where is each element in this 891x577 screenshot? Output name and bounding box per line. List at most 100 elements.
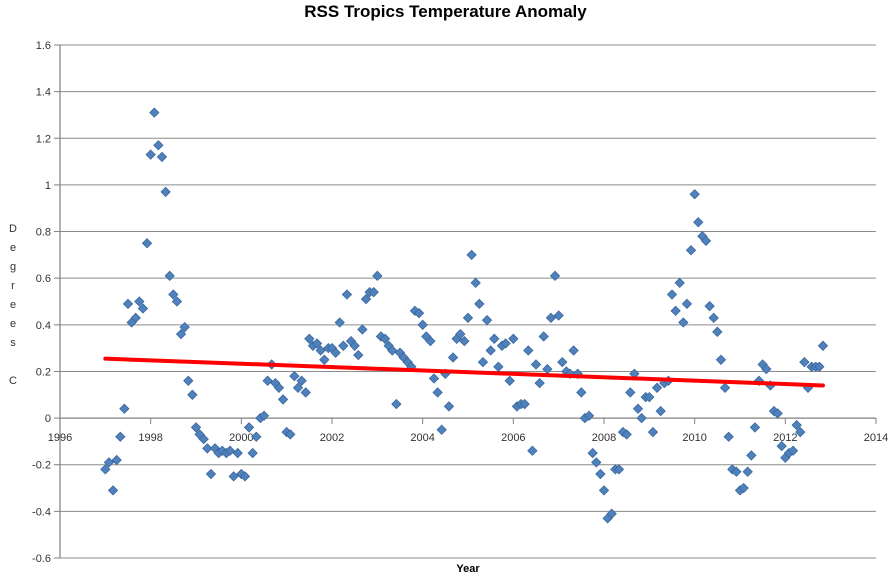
data-point [417,319,428,330]
data-point [119,403,130,414]
axes [59,45,876,558]
data-point [666,289,678,300]
data-point [527,445,538,456]
data-point [568,345,579,356]
data-point [689,189,700,200]
x-tick-label: 2000 [229,432,253,444]
trend-line [103,356,825,388]
y-axis-title-letter: s [10,337,16,349]
y-axis-title-letter: C [9,375,17,387]
data-point [538,331,549,342]
data-point [685,245,697,256]
data-point [466,249,477,261]
data-point [183,375,194,386]
data-point [103,457,115,468]
data-point [232,447,243,459]
data-point [428,373,440,384]
data-point [134,296,145,307]
data-point [799,356,810,368]
data-point [670,305,681,316]
data-point [179,321,190,333]
trend [103,356,825,388]
data-point [360,294,372,305]
data-point [153,140,164,151]
data-point [289,370,300,382]
data-point [493,361,504,372]
data-point [795,426,806,438]
data-point [576,387,587,398]
data-point [534,377,545,389]
data-point [141,238,153,249]
data-point [145,149,156,160]
data-point [738,482,749,494]
data-point [190,422,202,433]
data-point [477,356,489,368]
data-point [160,186,171,198]
data-point [647,426,659,438]
data-point [251,431,262,442]
data-point [613,464,625,475]
y-tick-label: 0.6 [36,273,51,285]
data-point [583,410,595,421]
data-point [304,333,315,344]
data-point [122,298,134,309]
data-point [719,382,731,393]
data-point [149,107,160,118]
data-point [330,347,341,358]
x-tick-label: 2006 [501,432,525,444]
tick-marks [54,44,877,559]
data-point [156,151,168,163]
data-point [459,335,470,347]
y-axis-title-letter: r [11,280,15,292]
data-point [606,508,617,519]
tick-labels: 1.6 1.4 1.2 1 0.8 0.6 0.4 0.2 0 -0.2 -0.4 -0.6 1996 1… [32,40,888,565]
y-axis-title-letter: g [10,261,16,273]
y-tick-label: 1.6 [36,40,51,52]
x-tick-label: 2002 [320,432,344,444]
data-point [164,270,175,282]
data-point [436,424,447,435]
data-point [107,485,119,496]
data-points [100,107,829,524]
data-point [519,398,530,410]
data-point [292,382,304,393]
x-tick-label: 1998 [138,432,162,444]
data-point [111,454,122,466]
data-point [704,300,715,312]
y-axis-title-letter: e [10,318,16,330]
data-point [542,363,553,375]
gridlines [60,44,876,559]
data-point [447,352,459,363]
data-point [443,401,455,412]
data-point [239,471,251,482]
chart-title: RSS Tropics Temperature Anomaly [304,2,587,21]
data-point [319,354,330,365]
data-point [500,338,511,349]
data-point [681,298,693,309]
data-point [247,447,258,459]
data-point [137,303,149,314]
data-point [651,382,663,393]
y-tick-label: 0.2 [36,366,51,378]
y-tick-label: -0.6 [32,553,51,565]
data-point [115,431,126,442]
data-point [485,345,496,356]
data-point [262,375,273,386]
data-point [168,289,179,300]
data-point [644,391,655,403]
data-point [273,382,285,393]
data-point [598,485,610,496]
data-point [731,466,742,477]
data-point [621,429,632,440]
data-point [285,429,296,440]
data-point [557,356,568,368]
x-axis-title: Year [456,563,480,575]
data-point [300,387,311,398]
data-point [753,375,765,386]
data-point [315,345,326,356]
y-tick-label: 0.4 [36,320,51,332]
data-point [489,333,500,344]
data-point [674,277,685,289]
data-point [746,450,757,461]
data-point [715,354,727,365]
